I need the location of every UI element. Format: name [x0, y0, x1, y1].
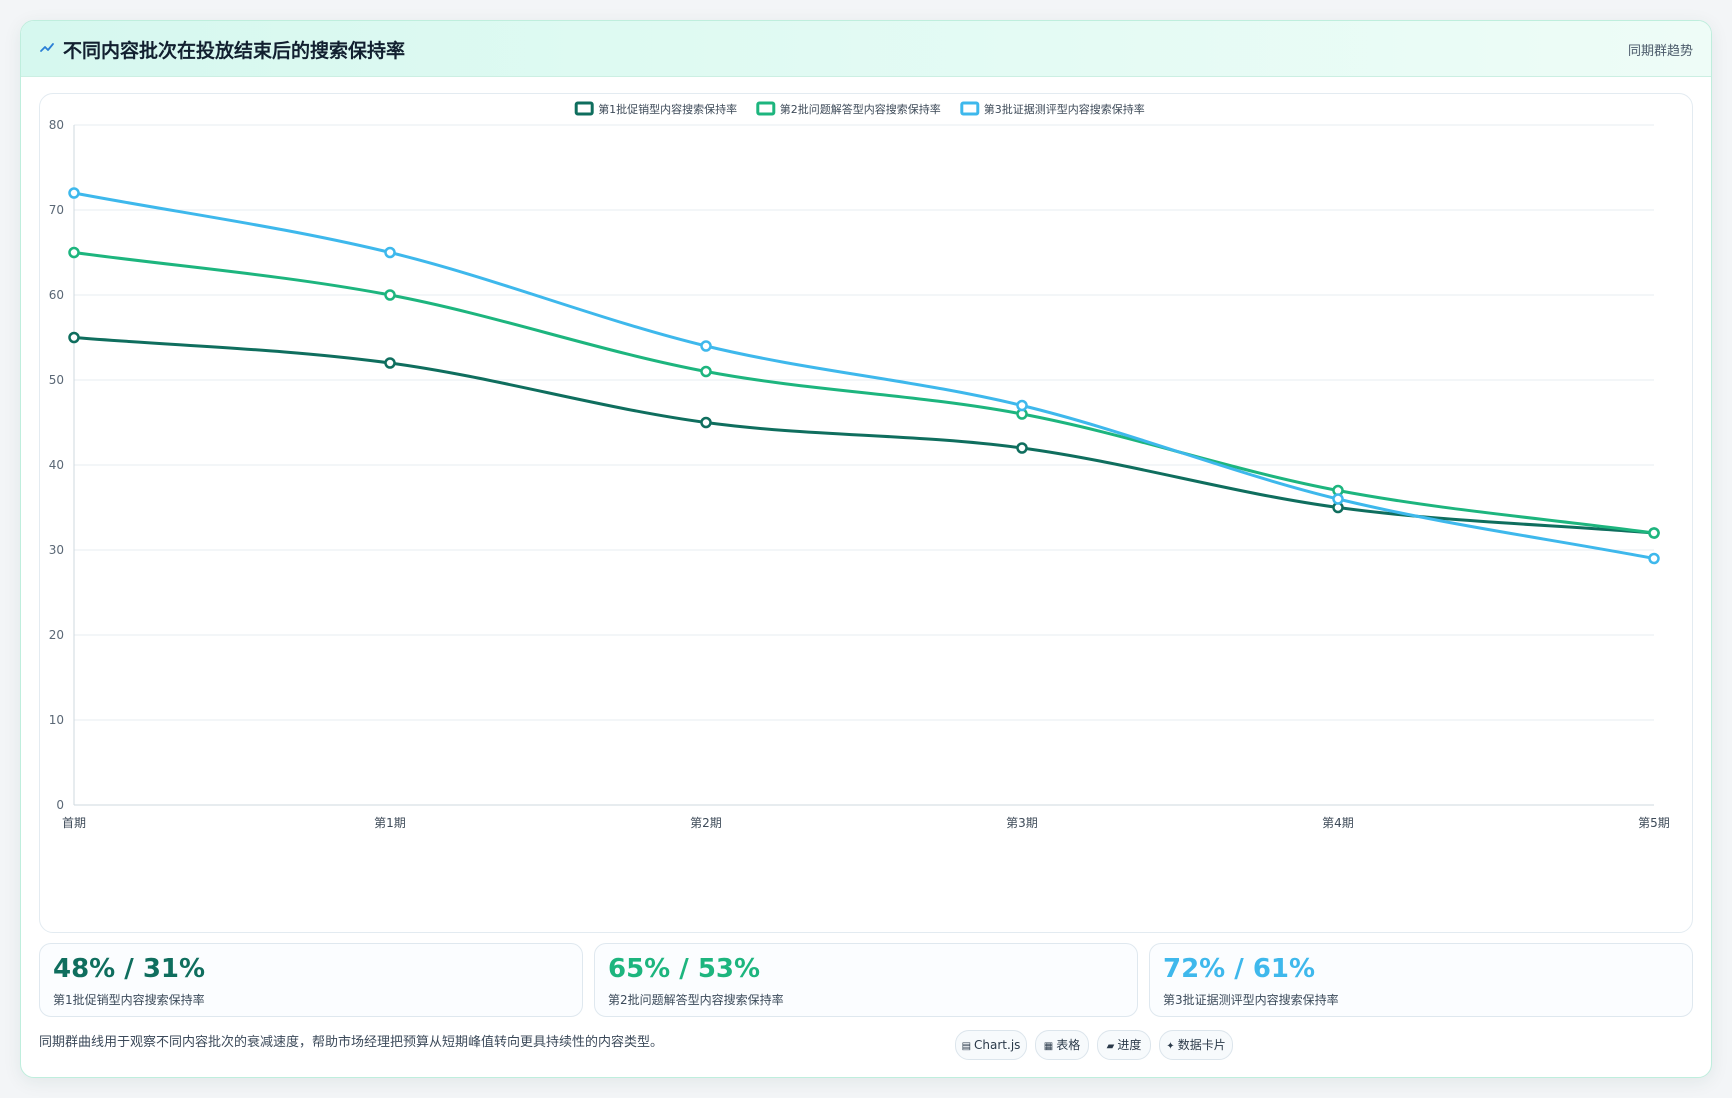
data-point	[1016, 442, 1028, 454]
sparkle-icon: ✦	[1166, 1041, 1175, 1052]
chip-label: 表格	[1056, 1038, 1081, 1052]
chip-chartjs[interactable]: ▤ Chart.js	[955, 1030, 1027, 1060]
y-tick-label: 40	[49, 458, 64, 472]
stat-label: 第2批问题解答型内容搜索保持率	[608, 993, 784, 1007]
y-tick-label: 0	[56, 798, 64, 812]
data-point	[1016, 399, 1028, 412]
data-point	[700, 340, 712, 352]
stat-label: 第3批证据测评型内容搜索保持率	[1163, 993, 1339, 1007]
series-line-1	[72, 336, 1656, 535]
legend-label: 第2批问题解答型内容搜索保持率	[780, 102, 941, 116]
data-point	[68, 246, 80, 259]
chart-footnote: 同期群曲线用于观察不同内容批次的衰减速度，帮助市场经理把预算从短期峰值转向更具持…	[39, 1035, 664, 1050]
legend-label: 第3批证据测评型内容搜索保持率	[984, 102, 1145, 116]
y-tick-label: 30	[49, 543, 64, 557]
card-header: 不同内容批次在投放结束后的搜索保持率 同期群趋势	[21, 21, 1711, 77]
x-tick-label: 第2期	[690, 816, 722, 830]
chart-icon: ▤	[961, 1041, 972, 1052]
data-point	[68, 187, 80, 199]
chip-table[interactable]: ▦ 表格	[1035, 1030, 1089, 1060]
chip-label: 进度	[1117, 1038, 1142, 1052]
chip-label: Chart.js	[974, 1038, 1021, 1052]
chart-category-tag: 同期群趋势	[1627, 44, 1693, 59]
y-tick-label: 50	[49, 373, 64, 387]
stat-card-batch-2: 65% / 53% 第2批问题解答型内容搜索保持率	[594, 943, 1138, 1017]
y-tick-label: 20	[49, 628, 64, 642]
data-point	[1648, 552, 1660, 565]
x-tick-label: 第4期	[1322, 816, 1354, 830]
chip-label: 数据卡片	[1177, 1038, 1226, 1052]
chip-data-card[interactable]: ✦ 数据卡片	[1159, 1030, 1233, 1060]
legend-label: 第1批促销型内容搜索保持率	[598, 102, 737, 116]
chip-progress[interactable]: ▰ 进度	[1097, 1030, 1151, 1060]
stat-card-batch-1: 48% / 31% 第1批促销型内容搜索保持率	[39, 943, 583, 1017]
x-tick-label: 第1期	[374, 816, 406, 830]
legend-swatch	[960, 101, 980, 116]
x-tick-label: 第3期	[1006, 816, 1038, 830]
line-chart: 0 10 20 30 40 50 60 70 80 首期 第1期 第2期 第3期 第4期 第5期 第1批促销型…	[49, 101, 1670, 830]
chart-panel	[39, 93, 1693, 933]
data-point	[384, 357, 396, 369]
series-line-2	[72, 251, 1656, 535]
legend-swatch	[756, 101, 776, 116]
stat-value: 72% / 61%	[1163, 954, 1316, 984]
data-point	[1648, 527, 1660, 539]
table-icon: ▦	[1043, 1041, 1054, 1052]
stat-value: 65% / 53%	[608, 954, 761, 984]
x-tick-label: 首期	[62, 816, 86, 830]
legend-swatch	[574, 101, 594, 116]
data-point	[384, 246, 396, 259]
stat-label: 第1批促销型内容搜索保持率	[53, 993, 205, 1007]
data-point	[1332, 493, 1344, 505]
y-tick-label: 70	[49, 203, 64, 217]
y-tick-label: 10	[49, 713, 64, 727]
chart-card: 不同内容批次在投放结束后的搜索保持率 同期群趋势 0 10 20 30 40 50 60 70…	[20, 20, 1712, 1078]
y-tick-label: 60	[49, 288, 64, 302]
trend-icon	[40, 43, 54, 52]
stat-card-batch-3: 72% / 61% 第3批证据测评型内容搜索保持率	[1149, 943, 1693, 1017]
page-title: 不同内容批次在投放结束后的搜索保持率	[63, 40, 406, 62]
data-point	[700, 416, 712, 429]
y-tick-label: 80	[49, 118, 64, 132]
series-line-3	[72, 191, 1656, 560]
x-tick-label: 第5期	[1638, 816, 1670, 830]
data-point	[700, 365, 712, 378]
stat-value: 48% / 31%	[53, 954, 206, 984]
progress-icon: ▰	[1106, 1041, 1115, 1052]
data-point	[68, 331, 80, 344]
data-point	[384, 289, 396, 301]
